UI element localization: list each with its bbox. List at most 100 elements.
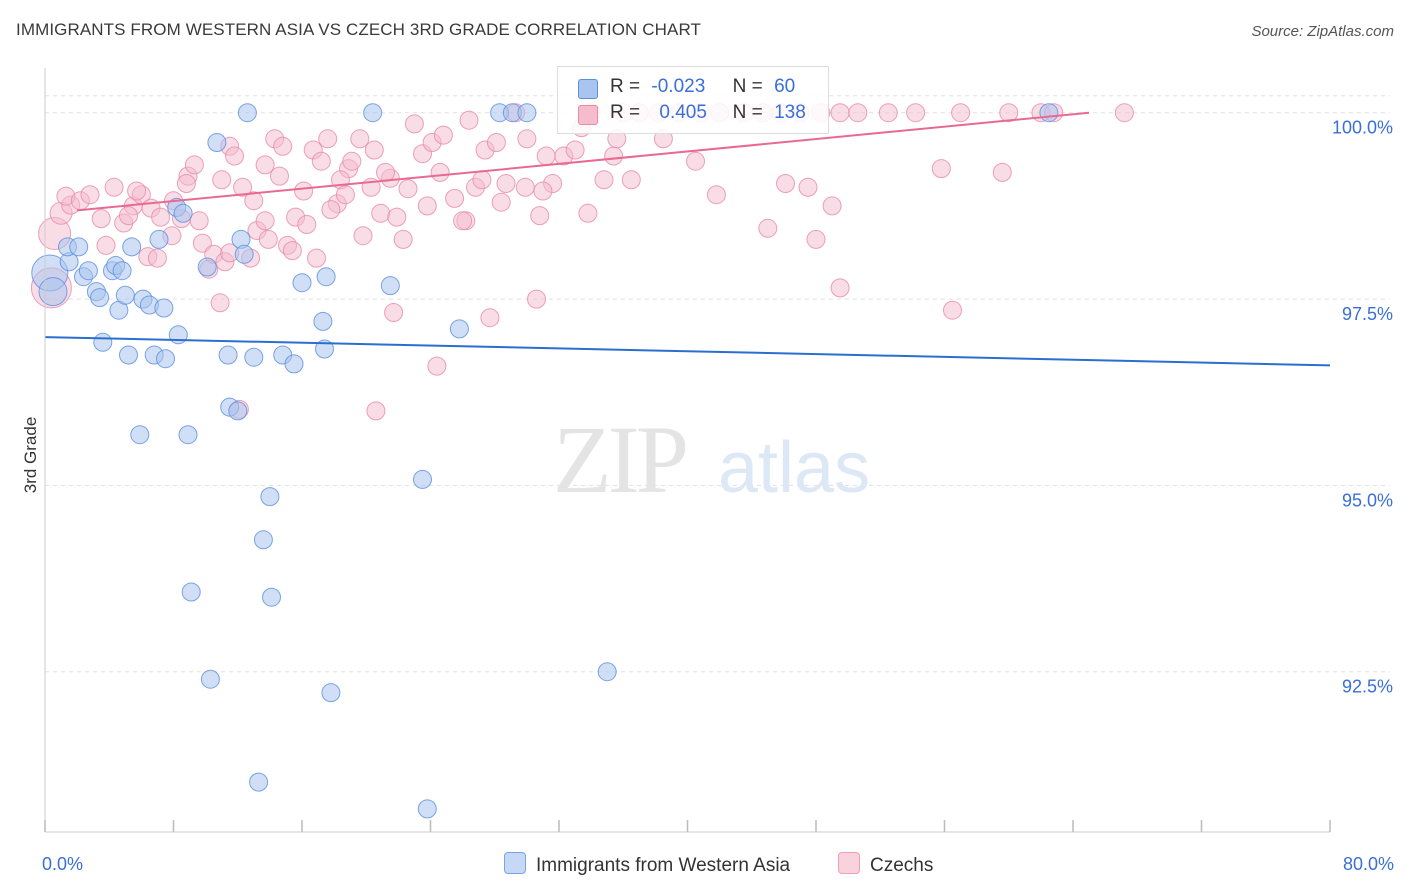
pink-data-point <box>212 170 232 190</box>
pink-data-point <box>353 226 373 246</box>
pink-data-point <box>270 166 289 186</box>
pink-data-point <box>530 206 550 226</box>
pink-data-point <box>453 211 473 231</box>
pink-data-point <box>342 151 362 171</box>
pink-data-point <box>758 218 778 238</box>
r-value-pink: 0.405 <box>659 102 707 123</box>
pink-data-point <box>491 192 511 212</box>
pink-data-point <box>384 303 404 322</box>
pink-trend-line <box>77 111 1090 212</box>
pink-data-point <box>104 177 124 197</box>
blue-swatch <box>578 79 598 99</box>
blue-data-point <box>156 349 175 369</box>
pink-data-point <box>258 229 278 249</box>
blue-data-point <box>173 203 193 223</box>
pink-data-point <box>225 146 244 166</box>
pink-data-point <box>371 203 391 223</box>
pink-data-point <box>565 140 585 160</box>
pink-data-point <box>943 300 962 320</box>
pink-data-point <box>848 103 868 123</box>
n-value-pink: 138 <box>774 102 806 123</box>
pink-data-point <box>321 200 341 220</box>
r-label: R = <box>610 102 641 123</box>
r-value-blue: -0.023 <box>651 76 706 97</box>
pink-data-point <box>515 177 535 197</box>
blue-data-point <box>112 261 132 281</box>
pink-data-point <box>393 229 413 249</box>
watermark-zip: ZIP <box>553 406 686 513</box>
blue-data-point <box>315 339 334 359</box>
blue-data-point <box>197 257 217 277</box>
pink-data-point <box>244 191 264 211</box>
chart-title: IMMIGRANTS FROM WESTERN ASIA VS CZECH 3R… <box>16 20 701 39</box>
pink-data-point <box>686 151 705 171</box>
blue-data-point <box>154 298 174 318</box>
pink-data-point <box>127 181 147 201</box>
pink-data-point <box>184 155 204 175</box>
legend-item-western-asia[interactable]: Immigrants from Western Asia <box>504 852 790 877</box>
blue-data-point <box>181 582 201 602</box>
pink-data-point <box>878 103 898 123</box>
pink-data-point <box>398 179 418 199</box>
pink-data-point <box>798 177 818 197</box>
pink-data-point <box>189 211 209 231</box>
pink-data-point <box>80 185 100 205</box>
blue-data-point <box>234 244 254 264</box>
pink-data-point <box>830 103 850 123</box>
blue-data-point <box>93 332 113 352</box>
blue-data-point <box>284 354 304 374</box>
pink-data-point <box>404 114 424 134</box>
n-label: N = <box>732 76 763 97</box>
pink-data-point <box>210 293 230 313</box>
pink-data-point <box>706 185 726 205</box>
series-legend: Immigrants from Western Asia Czechs <box>0 852 1406 880</box>
pink-data-point <box>311 151 331 171</box>
blue-data-point <box>380 276 400 296</box>
r-label: R = <box>610 76 641 97</box>
legend-label-czechs: Czechs <box>870 855 934 876</box>
legend-item-czechs[interactable]: Czechs <box>838 852 933 877</box>
blue-data-point <box>1039 103 1059 123</box>
watermark-atlas: atlas <box>718 428 870 508</box>
blue-data-point <box>115 285 135 305</box>
pink-data-point <box>430 162 450 182</box>
blue-data-point <box>78 261 98 281</box>
pink-data-point <box>951 103 971 123</box>
pink-data-point <box>96 235 116 255</box>
y-tick-label: 95.0% <box>1342 490 1393 510</box>
blue-data-point <box>413 469 432 489</box>
blue-legend-swatch <box>504 852 526 874</box>
pink-data-point <box>445 188 465 208</box>
pink-data-point <box>533 181 553 201</box>
blue-data-point <box>218 345 238 365</box>
pink-data-point <box>318 129 338 149</box>
pink-data-point <box>536 146 556 166</box>
blue-data-point <box>417 799 437 819</box>
x-tick-label: 80.0% <box>1343 854 1394 874</box>
n-value-blue: 60 <box>774 76 796 97</box>
blue-data-point <box>200 669 220 689</box>
pink-data-point <box>233 177 253 197</box>
pink-data-point <box>621 170 641 190</box>
pink-data-point <box>176 174 196 193</box>
pink-data-point <box>366 401 386 421</box>
pink-data-point <box>594 170 614 190</box>
blue-data-point <box>292 273 312 293</box>
blue-data-point <box>244 347 264 367</box>
pink-data-point <box>527 289 546 309</box>
pink-data-point <box>307 248 326 268</box>
pink-data-point <box>433 125 453 145</box>
blue-data-point <box>253 530 273 550</box>
pink-data-point <box>376 162 395 182</box>
blue-data-point <box>228 401 248 421</box>
blue-data-point <box>249 772 269 792</box>
pink-data-point <box>486 133 506 152</box>
stats-legend: R = -0.023 N = 60 R = 0.405 N = 138 <box>557 66 829 134</box>
blue-data-point <box>119 345 138 365</box>
y-tick-label: 100.0% <box>1332 118 1393 138</box>
pink-data-point <box>151 207 171 227</box>
blue-data-point <box>321 683 341 703</box>
pink-data-point <box>255 211 275 231</box>
blue-data-point <box>517 103 537 123</box>
